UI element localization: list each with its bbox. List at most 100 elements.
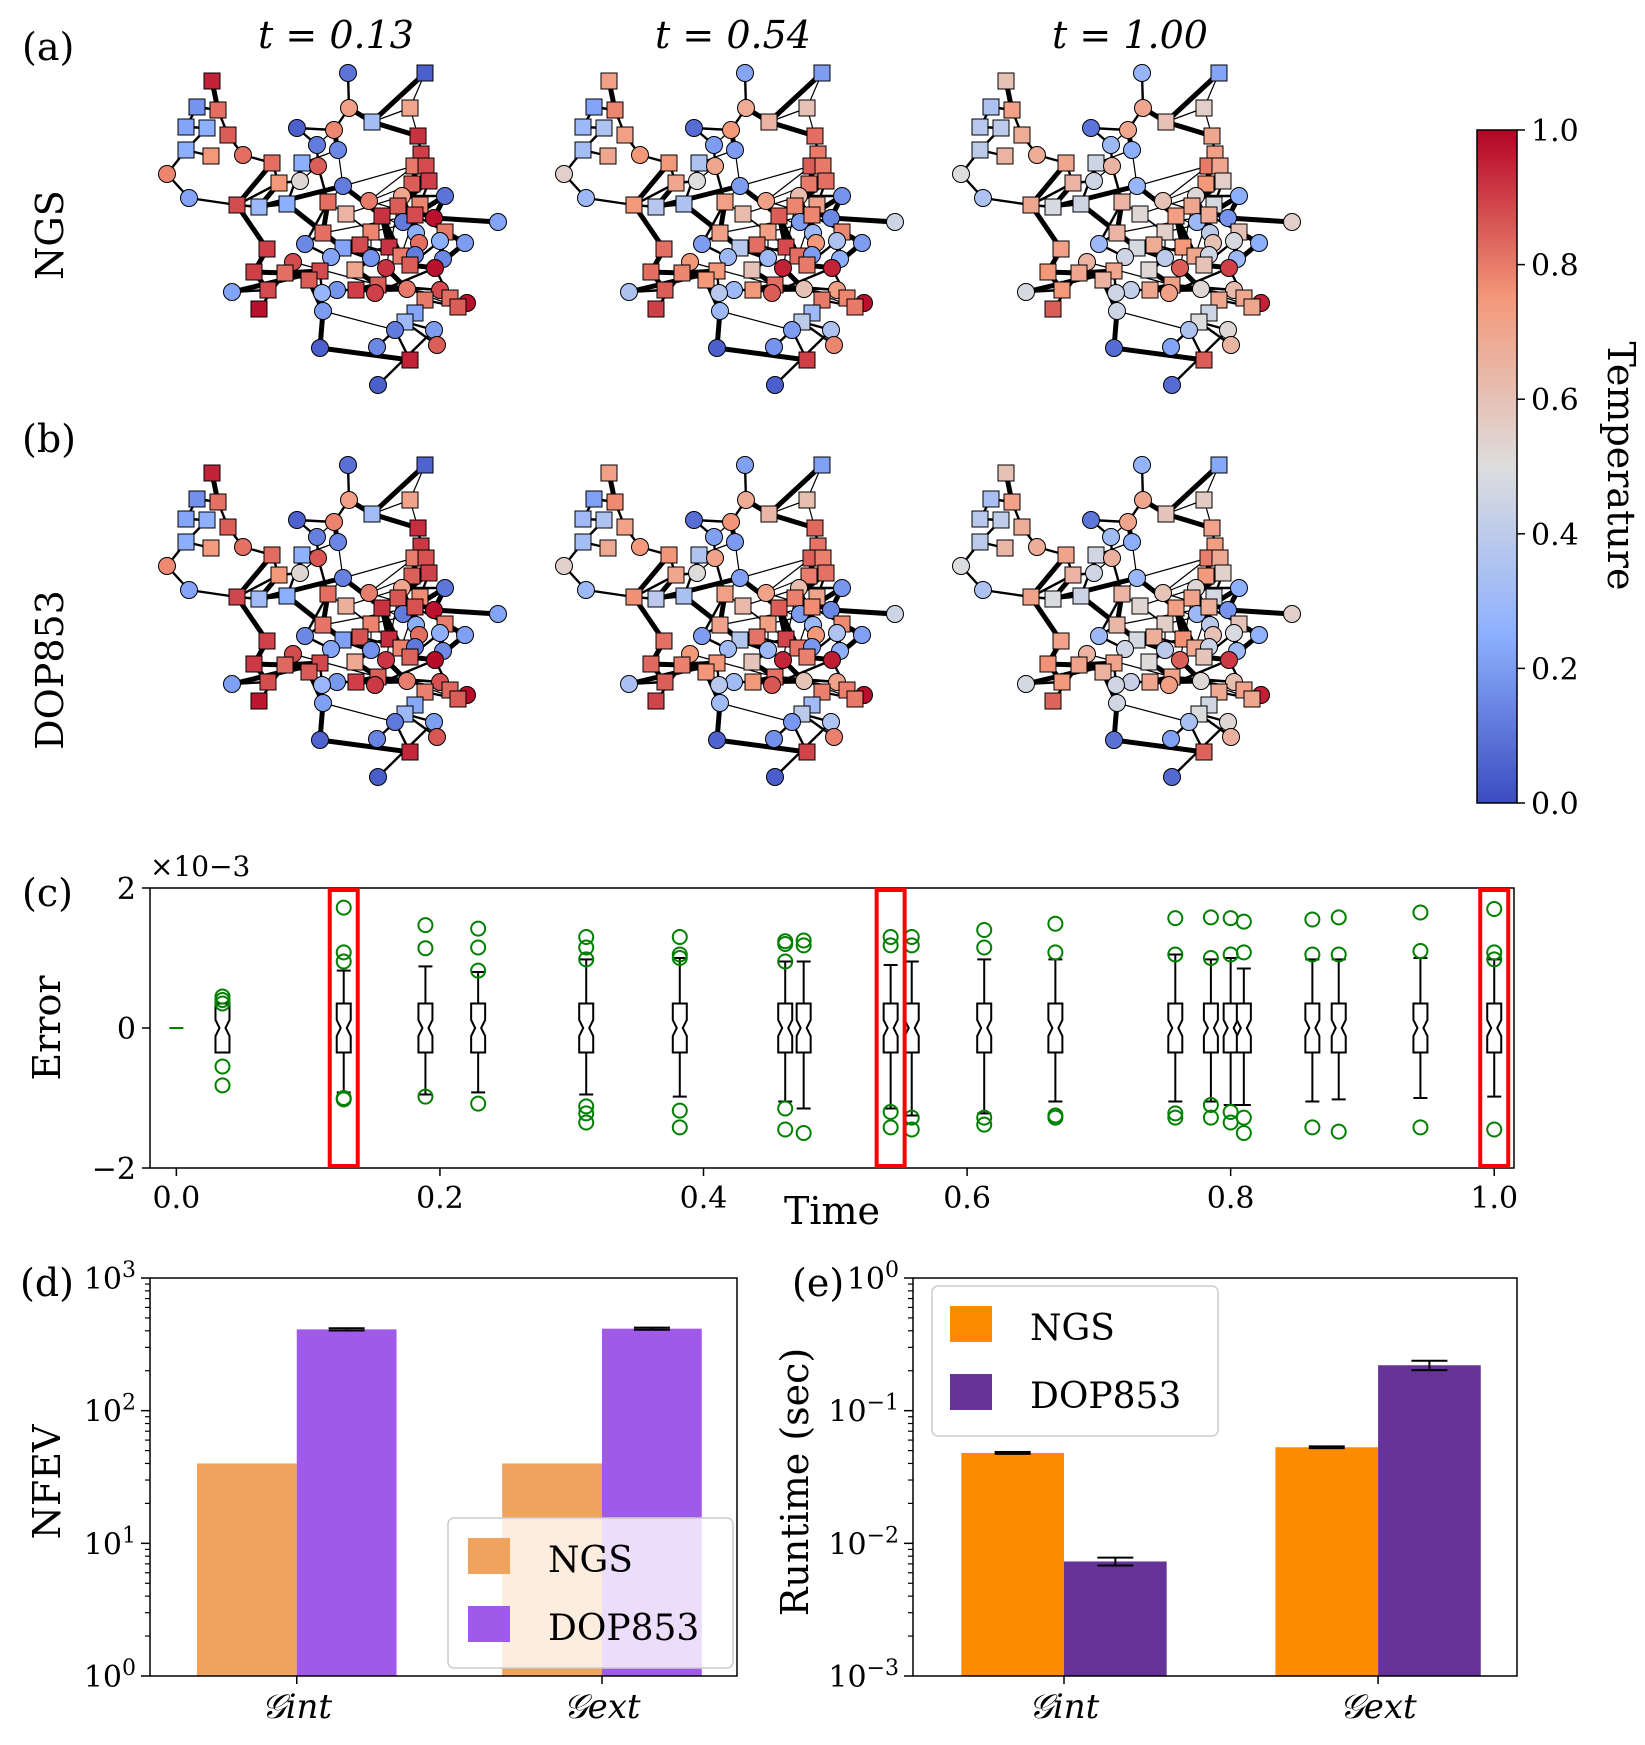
network-node-circle: [366, 284, 384, 302]
network-node-square: [997, 72, 1015, 90]
network-node-square: [347, 673, 365, 691]
network-edge: [258, 183, 344, 210]
chart-c-outlier: [1235, 944, 1252, 961]
network-node-square: [656, 281, 674, 299]
network-node-square: [373, 207, 391, 225]
network-node-circle: [360, 192, 378, 210]
network-node-square: [403, 567, 421, 585]
chart-c-box: [882, 929, 899, 1136]
network-node-circle: [719, 640, 737, 658]
network-node-circle: [577, 581, 595, 599]
network-node-circle: [1103, 157, 1121, 175]
colorbar-tick-label: 1.0: [1531, 114, 1579, 149]
chart-d-ytick-label: 103: [84, 1258, 136, 1298]
network-node-circle: [456, 626, 474, 644]
network-node-square: [351, 628, 369, 646]
network-node-square: [259, 281, 277, 299]
network-node-square: [314, 224, 332, 242]
network-node-square: [401, 99, 419, 117]
chart-c-outlier: [417, 917, 434, 934]
panel-b-letter: (b): [22, 417, 76, 461]
chart-c-outlier: [1330, 909, 1347, 926]
network-node-square: [401, 743, 419, 761]
chart-c-outlier: [470, 962, 487, 979]
network-node-circle: [431, 232, 449, 250]
network-node-square: [996, 539, 1014, 557]
network-node-circle: [705, 136, 723, 154]
network-node-circle: [1220, 651, 1238, 669]
network-node-square: [760, 505, 778, 523]
network-edge: [689, 653, 776, 678]
network-node-circle: [436, 187, 454, 205]
network-node-square: [449, 298, 467, 316]
chart-c-outlier: [335, 1091, 352, 1108]
network-node-square: [416, 64, 434, 82]
colorbar-tick-label: 0.8: [1531, 249, 1579, 284]
network-node-square: [347, 281, 365, 299]
chart-d-frame: [149, 1277, 738, 1677]
network-node-square: [690, 546, 708, 564]
network-edge: [1136, 557, 1209, 579]
colorbar-ticks: 0.0 0.2 0.4 0.6 0.8 1.0: [1517, 114, 1579, 822]
network-node-square: [1195, 491, 1213, 509]
network-node-square: [806, 519, 824, 537]
network-node-square: [585, 98, 603, 116]
network-node-square: [203, 72, 221, 90]
network-node-circle: [1250, 626, 1268, 644]
network-node-circle: [386, 713, 404, 731]
network-node-square: [574, 118, 592, 136]
network-node-square: [1057, 546, 1075, 564]
chart-c-outlier: [795, 937, 812, 954]
network-node-circle: [765, 730, 783, 748]
network-node-square: [202, 539, 220, 557]
network-node-square: [731, 631, 749, 649]
chart-c-highlight-box: [327, 888, 360, 1168]
network-node-circle: [726, 141, 744, 159]
network-node-square: [403, 175, 421, 193]
chart-c-outlier: [335, 899, 352, 916]
chart-c-box: [1222, 910, 1239, 1131]
network-edge: [719, 310, 793, 331]
network-node-square: [800, 567, 818, 585]
chart-c-box: [335, 899, 352, 1108]
network-node-circle: [1134, 99, 1152, 117]
network-node-circle: [1222, 336, 1240, 354]
network-edge: [1136, 165, 1209, 187]
network-node-square: [817, 172, 835, 190]
network-node-circle: [1128, 177, 1146, 195]
network-node-circle: [398, 672, 416, 690]
network-node-square: [1195, 99, 1213, 117]
network-node-square: [655, 240, 673, 258]
network-node-square: [337, 597, 355, 615]
chart-e-legend-label-ngs: NGS: [1030, 1308, 1115, 1349]
network-node-square: [362, 615, 380, 633]
network-node-circle: [1116, 248, 1134, 266]
network-node-circle: [1108, 302, 1126, 320]
network-node-circle: [1219, 321, 1237, 339]
network-node-circle: [1156, 641, 1174, 659]
network-edge: [1116, 702, 1190, 723]
network-node-circle: [783, 321, 801, 339]
network-node-square: [743, 653, 761, 671]
network-node-square: [798, 648, 816, 666]
network-node-square: [1210, 64, 1228, 82]
network-node-square: [1003, 493, 1021, 511]
chart-c-y-scale: ×10−3: [150, 850, 250, 883]
network-node-circle: [759, 249, 777, 267]
network-node-circle: [425, 321, 443, 339]
network-edge: [1113, 737, 1205, 755]
network-node-square: [1200, 598, 1218, 616]
network-ngs-t013: [158, 64, 507, 394]
network-node-square: [817, 564, 835, 582]
network-dop853-t054: [555, 456, 904, 786]
network-node-square: [263, 546, 281, 564]
network-edge: [830, 607, 896, 617]
network-node-circle: [1163, 376, 1181, 394]
chart-c-notched-box: [795, 1002, 812, 1054]
network-node-circle: [620, 283, 638, 301]
network-node-square: [1039, 263, 1057, 281]
chart-c-outlier: [976, 939, 993, 956]
chart-c-xtick-label: 0.8: [1207, 1181, 1255, 1216]
network-node-circle: [795, 280, 813, 298]
chart-c-outlier: [578, 1114, 595, 1131]
